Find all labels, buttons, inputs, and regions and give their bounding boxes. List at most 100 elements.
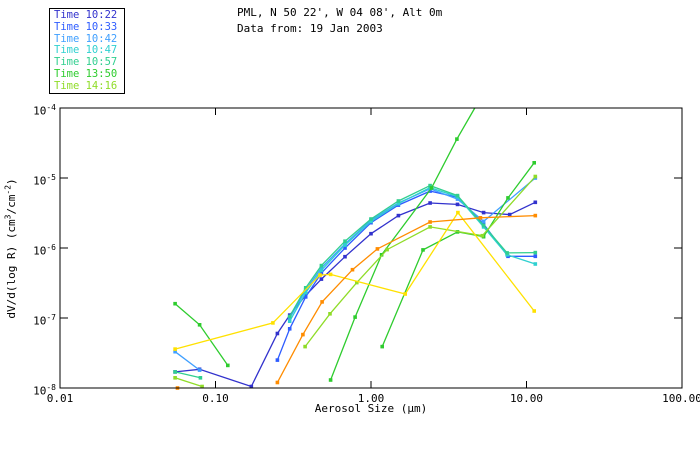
axis-box	[59, 107, 683, 389]
series-marker-time-1022	[396, 213, 401, 218]
series-marker-time-1033	[303, 295, 308, 299]
series-marker-yellow-line	[328, 272, 333, 277]
series-marker-time-1057	[303, 286, 308, 290]
series-marker-time-1022	[319, 277, 324, 281]
series-marker-time-1350	[429, 186, 434, 190]
series-marker-time-1047	[343, 243, 347, 247]
series-marker-yellow-line	[532, 309, 536, 313]
series-marker-time-1022	[533, 200, 538, 205]
y-tick-label: 10-7	[33, 313, 56, 328]
series-line-time-1022	[175, 201, 536, 388]
series-marker-time-1350	[455, 137, 459, 141]
y-tick-label: 10-8	[33, 383, 56, 398]
series-marker-time-1033	[343, 246, 347, 250]
series-marker-time-1033	[428, 189, 432, 193]
series-marker-time-1057	[369, 217, 373, 221]
series-marker-time-1057	[173, 370, 177, 374]
series-marker-time-1033	[275, 358, 280, 362]
series-marker-green-line-2	[506, 196, 510, 200]
series-marker-time-1042	[197, 368, 202, 372]
series-marker-green-line-2	[380, 344, 384, 349]
series-marker-time-1057	[428, 183, 432, 188]
y-tick-label: 10-4	[33, 103, 56, 118]
series-marker-orange-line	[275, 380, 280, 385]
series-marker-orange-line	[375, 247, 380, 251]
series-marker-orange-line	[320, 300, 324, 304]
series-marker-time-1057	[319, 263, 324, 268]
legend-item: Time 10:57	[54, 56, 118, 69]
series-line-time-1042	[174, 351, 200, 371]
series-marker-time-1350	[226, 363, 230, 368]
series-marker-time-1416	[328, 312, 332, 316]
series-marker-yellow-line	[271, 321, 275, 325]
series-marker-time-1057	[396, 199, 401, 203]
x-axis-label: Aerosol Size (μm)	[314, 402, 428, 415]
legend-item: Time 10:47	[54, 44, 118, 57]
series-marker-time-1416	[533, 174, 538, 179]
series-marker-time-1057	[505, 251, 509, 255]
series-line-time-1057	[174, 371, 201, 379]
series-marker-yellow-line	[173, 347, 177, 351]
series-marker-time-1047	[369, 219, 373, 224]
series-marker-time-1416	[480, 233, 485, 238]
x-tick-label: 0.10	[202, 392, 229, 405]
series-marker-time-1042	[455, 197, 460, 201]
series-marker-yellow-line	[318, 273, 322, 277]
legend-item: Time 10:33	[54, 20, 118, 33]
series-marker-time-1033	[319, 271, 324, 275]
series-marker-time-1047	[505, 253, 509, 257]
series-marker-time-1022	[507, 212, 512, 217]
series-line-time-1350	[329, 107, 476, 381]
legend-box: Time 10:22 Time 10:33 Time 10:42 Time 10:47…	[49, 8, 125, 94]
plot-subtitle: Data from: 19 Jan 2003	[237, 22, 383, 35]
series-marker-time-1047	[303, 290, 308, 295]
series-marker-orange-line	[301, 332, 305, 337]
series-marker-green-line-2	[532, 161, 536, 165]
series-marker-time-1416	[200, 384, 204, 389]
legend-item: Time 10:22	[54, 9, 118, 21]
series-marker-time-1057	[198, 376, 203, 380]
series-line-time-1350	[174, 303, 229, 366]
series-marker-time-1022	[481, 210, 486, 215]
series-marker-time-1047	[533, 262, 538, 266]
series-marker-green-line-2	[421, 248, 425, 252]
series-marker-time-1022	[249, 384, 254, 389]
series-marker-time-1057	[343, 239, 347, 243]
series-marker-orange-line	[478, 216, 483, 220]
series-marker-time-1033	[287, 327, 292, 331]
series-marker-time-1033	[533, 254, 538, 259]
series-marker-time-1047	[319, 268, 324, 273]
series-line-orange-line	[276, 214, 536, 383]
series-marker-time-1416	[428, 225, 432, 229]
series-marker-time-1057	[533, 250, 538, 255]
x-tick-label: 100.00	[662, 392, 700, 405]
plot-title: PML, N 50 22', W 04 08', Alt 0m	[237, 6, 443, 19]
series-marker-time-1047	[396, 201, 401, 206]
legend-item: Time 13:50	[54, 67, 118, 80]
series-marker-time-1350	[173, 301, 177, 306]
series-marker-time-1022	[428, 201, 432, 205]
series-marker-time-1350	[197, 323, 202, 327]
series-marker-time-1042	[481, 219, 486, 224]
series-marker-time-1042	[319, 266, 324, 270]
series-marker-yellow-line	[403, 292, 407, 296]
legend-item: Time 14:16	[54, 79, 118, 92]
series-marker-time-1416	[385, 247, 389, 252]
series-marker-time-1022	[455, 202, 460, 207]
series-marker-time-1416	[355, 280, 359, 285]
series-line-green-line-2	[381, 162, 535, 347]
series-marker-time-1047	[287, 319, 292, 323]
series-marker-orange-line	[533, 213, 538, 218]
x-tick-label: 1.00	[357, 392, 385, 405]
y-axis-label-text: dV/d(log R) (cm	[5, 219, 19, 319]
series-marker-time-1022	[369, 231, 373, 236]
series-marker-time-1350	[353, 315, 357, 319]
series-marker-time-1057	[481, 223, 486, 228]
y-tick-label: 10-5	[33, 173, 56, 188]
series-marker-time-1416	[173, 376, 177, 380]
series-marker-orange-line	[428, 220, 432, 224]
series-line-time-1416	[174, 377, 203, 388]
series-marker-time-1022	[275, 331, 280, 336]
